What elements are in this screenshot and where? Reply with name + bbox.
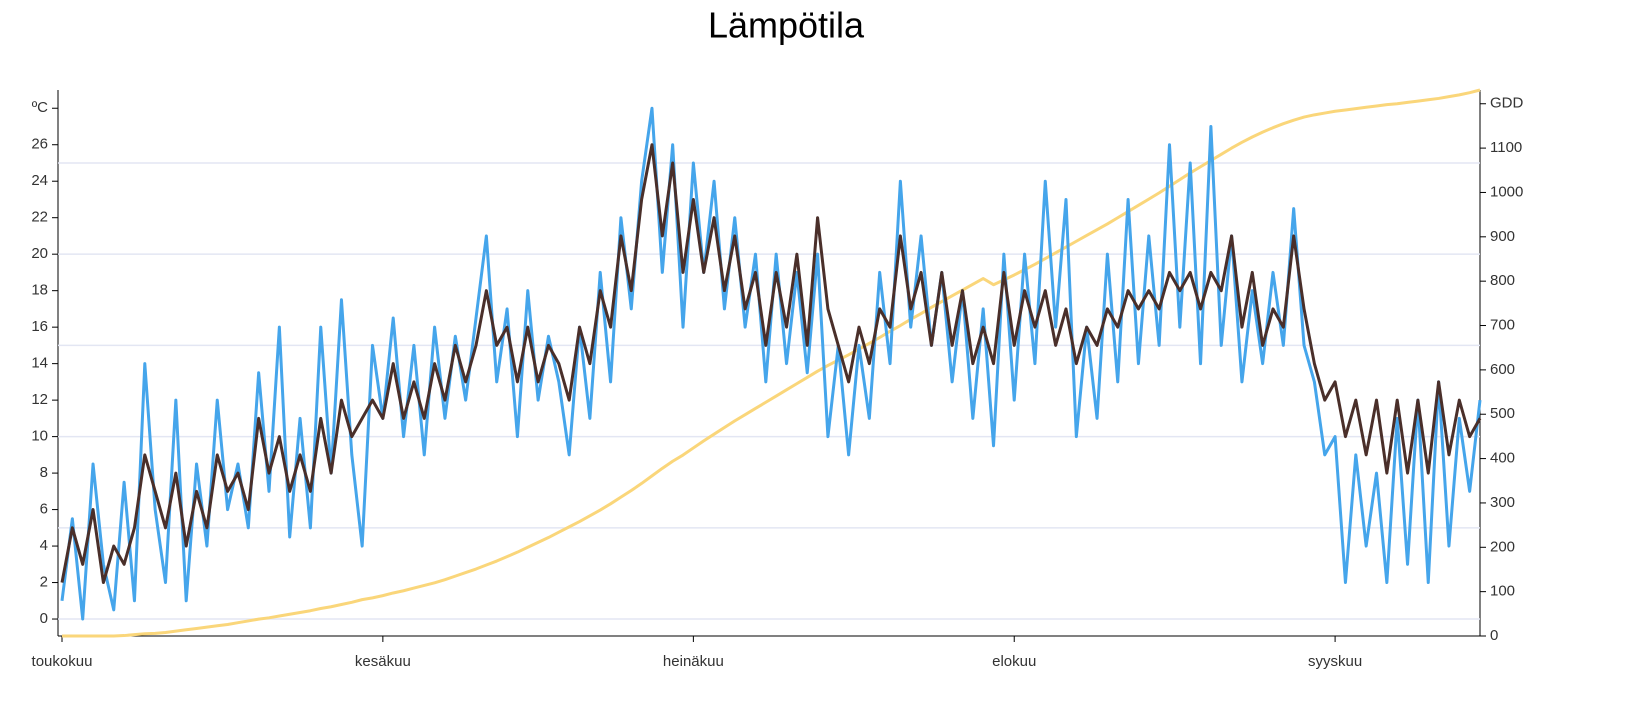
y-tick-label: ºC	[32, 99, 48, 116]
y2-tick-label: 0	[1490, 627, 1498, 644]
y-tick-label: 8	[40, 464, 48, 481]
y-tick-label: 26	[31, 136, 48, 153]
y2-tick-label: 600	[1490, 361, 1515, 378]
y-tick-label: 12	[31, 391, 48, 408]
y2-tick-label: 200	[1490, 538, 1515, 555]
y-tick-label: 4	[40, 537, 48, 554]
y2-tick-label: 900	[1490, 228, 1515, 245]
y2-tick-label: GDD	[1490, 95, 1524, 112]
y-tick-label: 22	[31, 209, 48, 226]
x-tick-label: elokuu	[992, 653, 1036, 670]
y2-tick-label: 100	[1490, 583, 1515, 600]
y-tick-label: 18	[31, 282, 48, 299]
series-line	[60, 106, 1482, 621]
x-tick-label: kesäkuu	[355, 653, 411, 670]
y-tick-label: 14	[31, 355, 48, 372]
y-tick-label: 10	[31, 428, 48, 445]
y-tick-label: 2	[40, 574, 48, 591]
y2-tick-label: 300	[1490, 494, 1515, 511]
series-line	[62, 88, 1481, 638]
x-tick-label: toukokuu	[32, 653, 93, 670]
y2-tick-label: 400	[1490, 450, 1515, 467]
y2-tick-label: 700	[1490, 316, 1515, 333]
y2-tick-label: 800	[1490, 272, 1515, 289]
y-tick-label: 24	[31, 172, 48, 189]
series-line	[60, 143, 1482, 585]
x-tick-label: heinäkuu	[663, 653, 724, 670]
x-tick-label: syyskuu	[1308, 653, 1362, 670]
y-tick-label: 20	[31, 245, 48, 262]
y-tick-label: 16	[31, 318, 48, 335]
y2-tick-label: 500	[1490, 405, 1515, 422]
y-tick-label: 6	[40, 501, 48, 518]
y-tick-label: 0	[40, 610, 48, 627]
y2-tick-label: 1000	[1490, 183, 1523, 200]
y2-tick-label: 1100	[1490, 139, 1522, 156]
chart-title: Lämpötila	[708, 5, 865, 46]
